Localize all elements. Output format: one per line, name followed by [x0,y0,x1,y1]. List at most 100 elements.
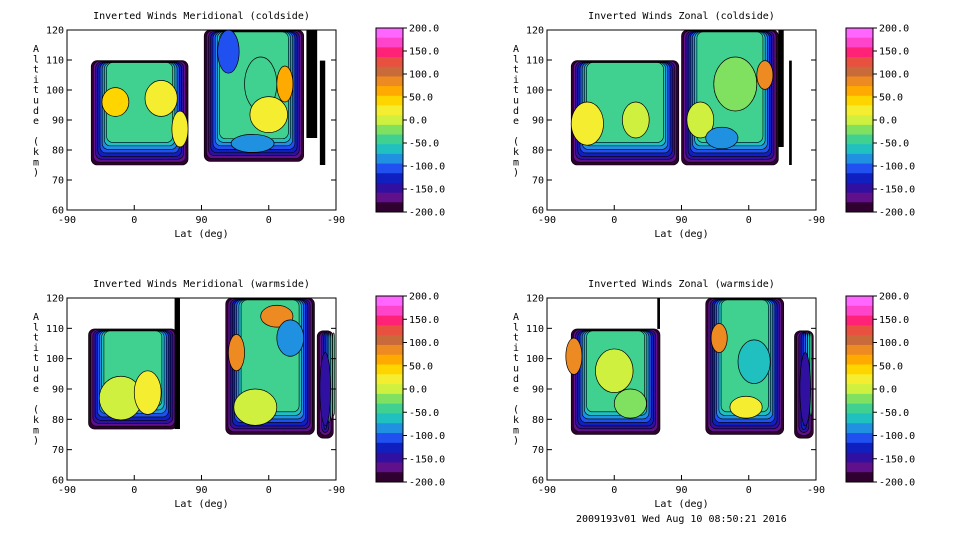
colorbar-swatch [376,305,403,316]
colorbar-swatch [376,423,403,434]
contour-feature [729,395,763,419]
colorbar-swatch [376,47,403,58]
y-tick-label: 110 [526,56,544,67]
y-tick-label: 70 [532,176,544,187]
contour-feature [565,337,583,375]
y-tick-label: 70 [532,445,544,456]
colorbar-swatch [846,433,873,444]
colorbar-label: 50.0 [879,361,903,372]
contour-feature [217,29,240,74]
y-tick-label: 100 [46,86,64,97]
colorbar-swatch [846,57,873,68]
colorbar: 200.0 150.0 100.0 50.0 0.0 -50.0 -100.0 -150.0 -… [845,24,915,219]
colorbar-label: 200.0 [409,24,439,35]
y-tick-label: 110 [46,56,64,67]
contour-feature [230,134,275,153]
colorbar-swatch [376,76,403,87]
y-tick-label: 80 [532,146,544,157]
chart-panel-2: Inverted Winds Zonal (coldside) 120 110 100… [513,11,915,240]
colorbar-label: -100.0 [409,162,445,173]
colorbar-swatch [846,76,873,87]
contour-feature [319,352,331,426]
contour-feature [756,60,774,90]
x-tick-label: 0 [266,215,272,226]
chart-panel-4: Inverted Winds Zonal (warmside) 120 110 100… [513,279,915,510]
colorbar-swatch [846,472,873,483]
x-tick-label: 0 [131,215,137,226]
contour-feature [799,352,811,426]
y-tick-label: 90 [532,385,544,396]
y-tick-label: 60 [532,206,544,217]
x-tick-label: 90 [675,485,687,496]
contour-feature [133,370,162,415]
y-tick-label: 120 [526,26,544,37]
chart-title: Inverted Winds Zonal (coldside) [588,11,775,22]
y-tick-label: 90 [532,116,544,127]
chart-title: Inverted Winds Meridional (coldside) [93,11,310,22]
colorbar-swatch [376,182,403,194]
colorbar-swatch [376,144,403,155]
contour-band-dense [657,298,660,329]
colorbar-swatch [376,403,403,414]
colorbar-label: -150.0 [879,185,915,196]
y-tick-label: 90 [52,116,64,127]
y-tick-label: 60 [52,206,64,217]
colorbar-label: 200.0 [409,292,439,303]
y-tick-label: 100 [46,354,64,365]
colorbar-label: 100.0 [879,70,909,81]
colorbar-swatch [376,115,403,126]
colorbar-swatch [376,105,403,116]
contour-feature [276,65,294,103]
colorbar-swatch [846,37,873,48]
chart-title: Inverted Winds Zonal (warmside) [588,279,775,290]
colorbar-label: 0.0 [409,116,427,127]
colorbar-label: -100.0 [409,431,445,442]
colorbar-swatch [846,105,873,116]
x-tick-label: -90 [58,215,76,226]
colorbar-label: 150.0 [409,47,439,58]
contour-band-dense [306,30,318,138]
colorbar-swatch [376,95,403,106]
y-tick-label: 120 [46,294,64,305]
colorbar-swatch [846,182,873,194]
x-tick-label: -90 [327,215,345,226]
colorbar-swatch [376,472,403,483]
x-axis-label: Lat (deg) [174,229,228,240]
colorbar-label: -150.0 [409,454,445,465]
contour-feature [686,101,715,139]
contour-band-dense [789,60,792,165]
colorbar-label: 0.0 [879,385,897,396]
colorbar-swatch [846,413,873,424]
colorbar-swatch [376,192,403,203]
colorbar-swatch [846,403,873,414]
contour-feature [171,110,189,148]
chart-panel-1: Inverted Winds Meridional (coldside) 120 1… [33,11,445,240]
colorbar-swatch [376,153,403,164]
colorbar-swatch [846,153,873,164]
colorbar-label: 200.0 [879,24,909,35]
contour-feature [228,334,245,372]
colorbar-swatch [376,384,403,395]
x-tick-label: -90 [538,215,556,226]
y-tick-label: 100 [526,354,544,365]
contour-feature [276,319,305,357]
y-tick-label: 70 [52,176,64,187]
colorbar-swatch [376,86,403,97]
colorbar-swatch [846,95,873,106]
colorbar-label: -150.0 [879,454,915,465]
colorbar-swatch [846,173,873,184]
colorbar-swatch [376,452,403,463]
contour-feature [613,388,647,419]
contour-feature [713,56,758,112]
colorbar-label: -200.0 [409,478,445,489]
colorbar-swatch [376,28,403,39]
contour-feature [595,348,634,393]
colorbar-swatch [376,202,403,213]
colorbar-swatch [846,134,873,145]
colorbar-swatch [846,384,873,395]
colorbar-swatch [846,296,873,307]
x-axis-label: Lat (deg) [174,499,228,510]
